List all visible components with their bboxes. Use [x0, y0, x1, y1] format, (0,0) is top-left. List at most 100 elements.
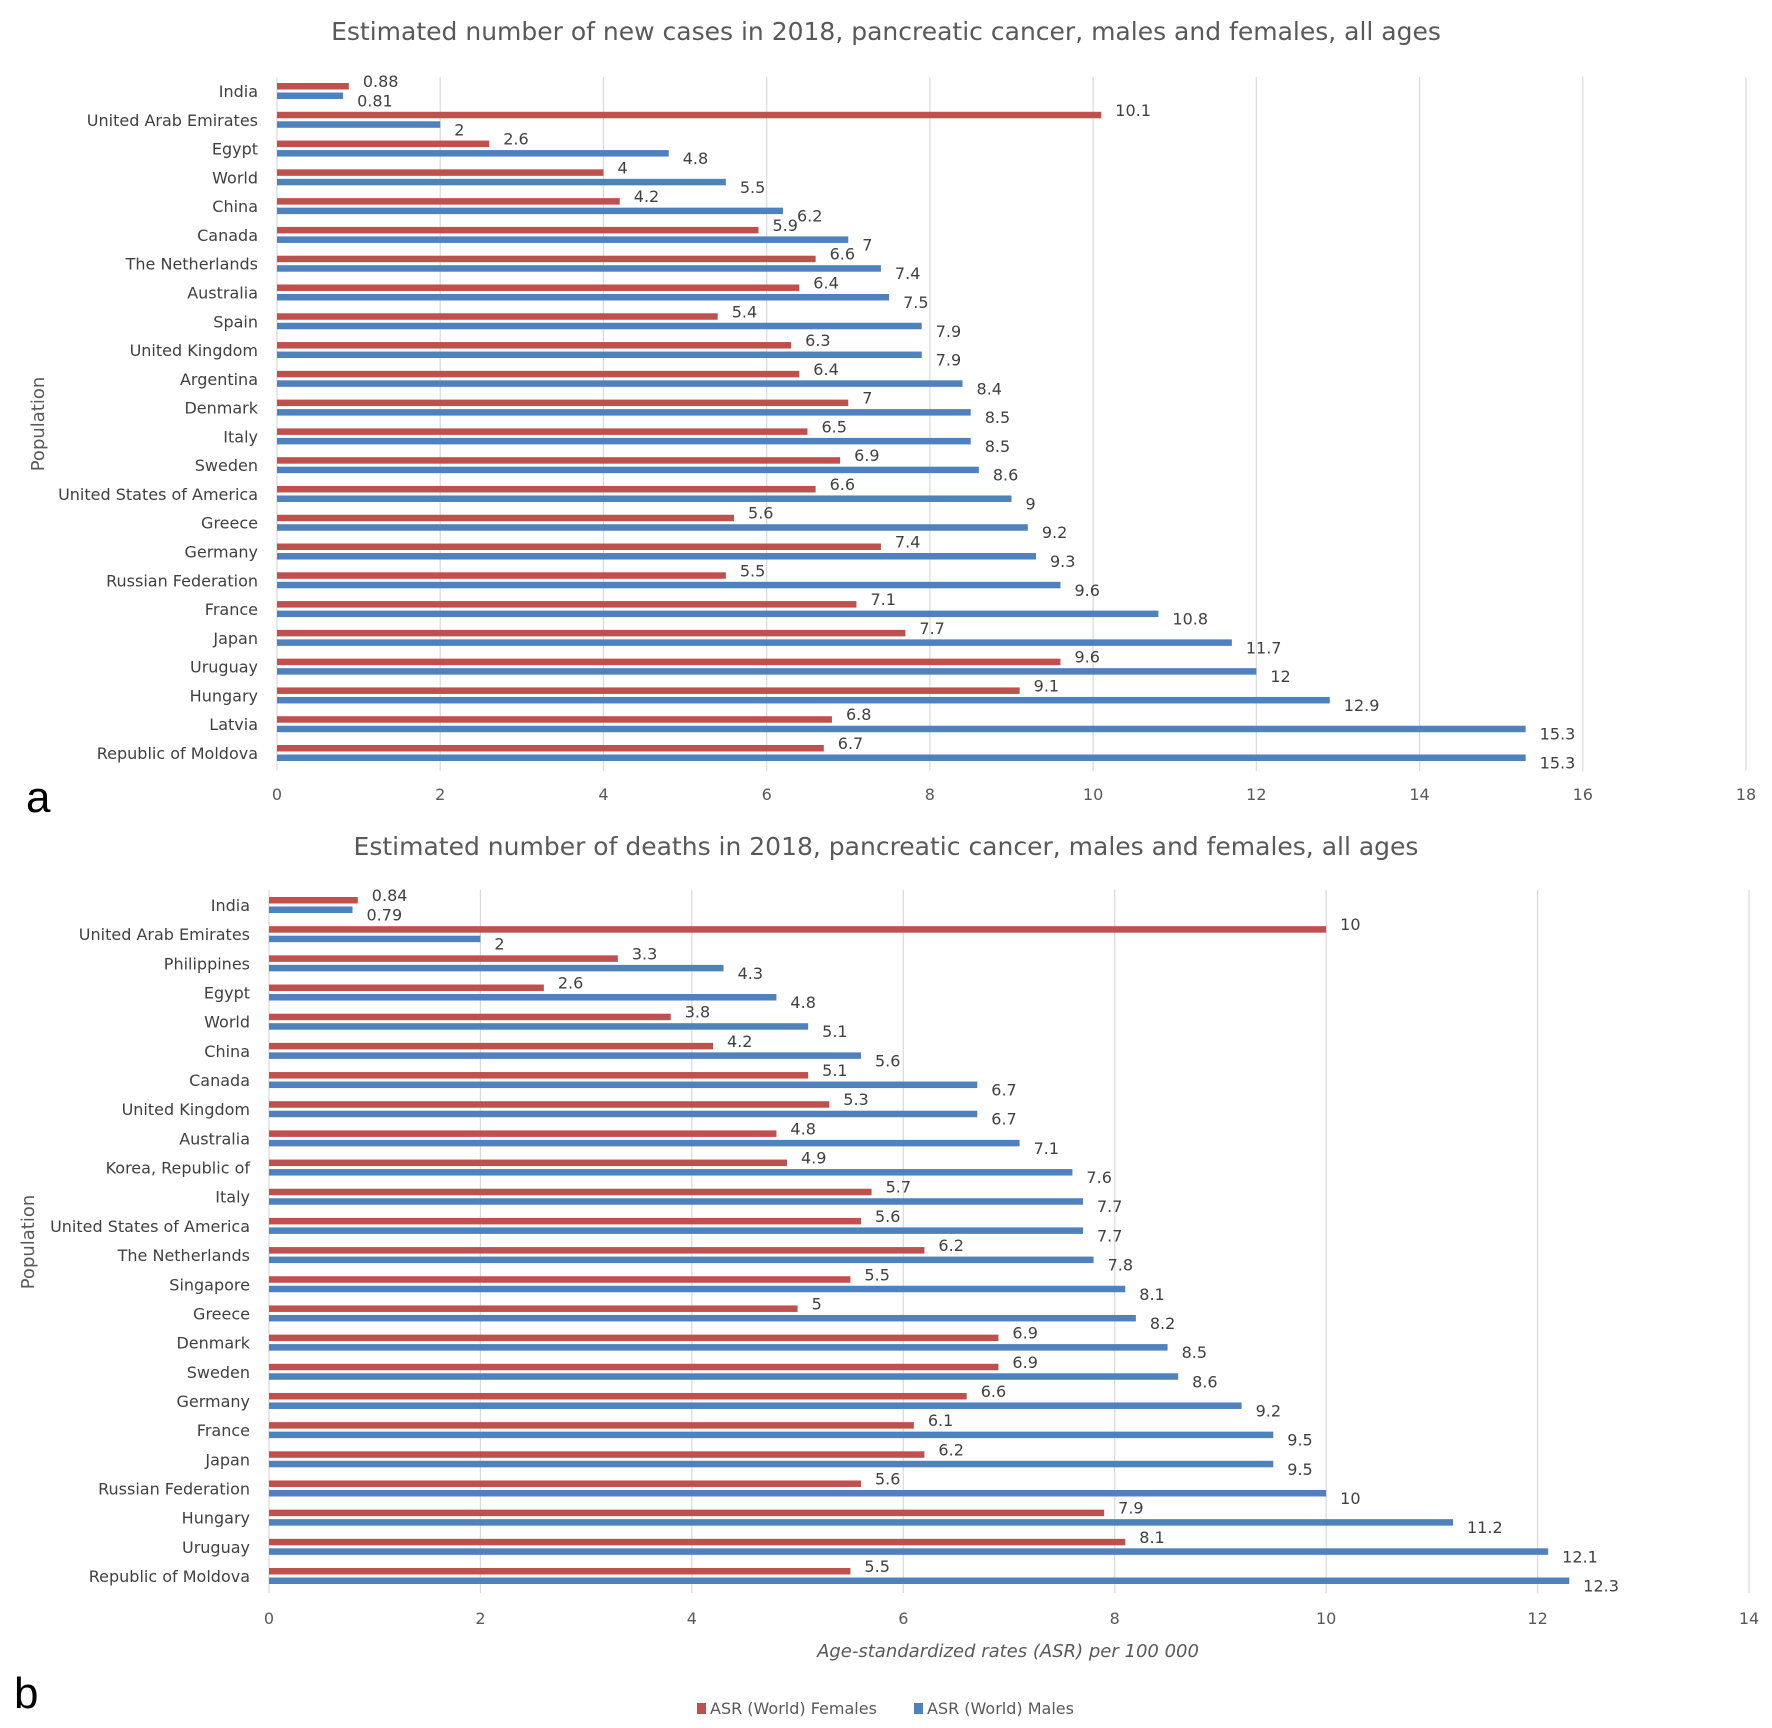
data-label-males: 7.6	[1086, 1168, 1111, 1187]
chart-b-y-axis-title: Population	[18, 1195, 39, 1290]
data-label-males: 7.9	[936, 322, 961, 341]
category-label: Germany	[176, 1392, 250, 1411]
x-tick-label: 4	[598, 785, 608, 804]
bar-males	[277, 581, 1061, 589]
data-label-females: 5.4	[732, 302, 757, 321]
category-label: Australia	[179, 1129, 250, 1148]
bar-females	[269, 1568, 851, 1575]
chart-a-gridlines	[276, 77, 1747, 771]
data-label-females: 7.4	[895, 533, 920, 552]
chart-b-x-ticks: 0 2 4 6 8 10 12 14	[264, 1609, 1759, 1628]
data-label-males: 9.2	[1256, 1401, 1281, 1420]
bar-males	[269, 1081, 978, 1089]
x-tick-label: 0	[264, 1609, 274, 1628]
chart-a-title: Estimated number of new cases in 2018, p…	[331, 17, 1441, 46]
bar-males	[277, 524, 1028, 531]
data-label-females: 4.2	[634, 187, 659, 206]
chart-b-gridlines	[268, 890, 1750, 1593]
bar-females	[277, 198, 620, 205]
data-label-males: 8.6	[1192, 1372, 1217, 1391]
category-label: Japan	[212, 629, 258, 648]
category-label: India	[219, 82, 258, 101]
bar-males	[269, 1460, 1274, 1468]
data-label-males: 2	[454, 120, 464, 139]
data-label-males: 8.6	[993, 466, 1018, 485]
category-label: United Kingdom	[130, 341, 258, 360]
data-label-males: 12.3	[1583, 1577, 1619, 1596]
category-label: Italy	[223, 427, 258, 446]
data-label-males: 9	[1026, 494, 1036, 513]
category-label: Greece	[193, 1304, 250, 1323]
bar-males	[269, 935, 481, 943]
bar-males	[269, 1548, 1549, 1555]
bar-females	[269, 955, 618, 962]
bar-females	[277, 399, 849, 407]
x-tick-label: 10	[1316, 1609, 1336, 1628]
data-label-males: 5.1	[822, 1022, 847, 1041]
data-label-males: 9.6	[1074, 581, 1099, 600]
data-label-females: 0.88	[363, 72, 399, 91]
bar-males	[269, 1169, 1073, 1176]
data-label-females: 6.2	[938, 1440, 963, 1459]
category-label: United Arab Emirates	[79, 925, 250, 944]
data-label-females: 6.9	[854, 446, 879, 465]
data-label-females: 5.5	[864, 1557, 889, 1576]
bar-females	[269, 1072, 809, 1079]
bar-males	[277, 92, 344, 99]
bar-females	[269, 1480, 861, 1487]
data-label-females: 6.6	[981, 1382, 1006, 1401]
data-label-males: 6.2	[797, 207, 822, 226]
data-label-females: 6.4	[813, 273, 838, 292]
category-label: Korea, Republic of	[106, 1159, 251, 1178]
category-label: China	[204, 1042, 250, 1061]
x-tick-label: 8	[1110, 1609, 1120, 1628]
legend: ASR (World) Females ASR (World) Males	[697, 1699, 1074, 1718]
data-label-males: 4.8	[683, 149, 708, 168]
data-label-females: 6.6	[830, 475, 855, 494]
chart-b-category-labels: India United Arab Emirates Philippines Egyp…	[50, 896, 251, 1586]
category-label: Greece	[201, 514, 258, 533]
bar-females	[269, 1363, 999, 1371]
data-label-females: 9.1	[1034, 676, 1059, 695]
bar-males	[277, 668, 1257, 675]
chart-b-bars	[269, 897, 1570, 1584]
category-label: Spain	[213, 312, 258, 331]
bar-females	[277, 543, 881, 551]
data-label-females: 4.8	[790, 1119, 815, 1138]
data-label-males: 7.4	[895, 264, 920, 283]
x-tick-label: 12	[1527, 1609, 1547, 1628]
bar-females	[277, 313, 718, 320]
data-label-males: 9.2	[1042, 523, 1067, 542]
data-label-females: 0.84	[372, 886, 408, 905]
data-label-females: 10.1	[1115, 101, 1151, 120]
bar-males	[269, 964, 724, 972]
bar-males	[269, 1489, 1327, 1497]
data-label-males: 8.4	[977, 379, 1002, 398]
data-label-males: 8.2	[1150, 1314, 1175, 1333]
data-label-males: 7	[862, 235, 872, 254]
bar-females	[277, 255, 816, 263]
bar-males	[277, 178, 726, 186]
bar-females	[277, 169, 604, 176]
data-label-females: 8.1	[1139, 1528, 1164, 1547]
category-label: United Kingdom	[122, 1100, 250, 1119]
x-tick-label: 14	[1739, 1609, 1759, 1628]
bar-females	[277, 629, 906, 637]
data-label-males: 9.3	[1050, 552, 1075, 571]
data-label-males: 6.7	[991, 1081, 1016, 1100]
x-tick-label: 4	[687, 1609, 697, 1628]
data-label-males: 11.7	[1246, 638, 1282, 657]
category-label: United States of America	[58, 485, 258, 504]
category-label: Italy	[215, 1188, 250, 1207]
legend-label-females: ASR (World) Females	[710, 1699, 877, 1718]
category-label: Philippines	[164, 954, 250, 973]
bar-females	[269, 1188, 872, 1196]
chart-a: Estimated number of new cases in 2018, p…	[26, 17, 1756, 822]
x-tick-label: 18	[1736, 785, 1756, 804]
bar-females	[269, 1042, 713, 1050]
category-label: Republic of Moldova	[97, 744, 258, 763]
bar-females	[277, 428, 808, 435]
data-label-males: 7.1	[1034, 1139, 1059, 1158]
bar-females	[269, 1217, 861, 1225]
